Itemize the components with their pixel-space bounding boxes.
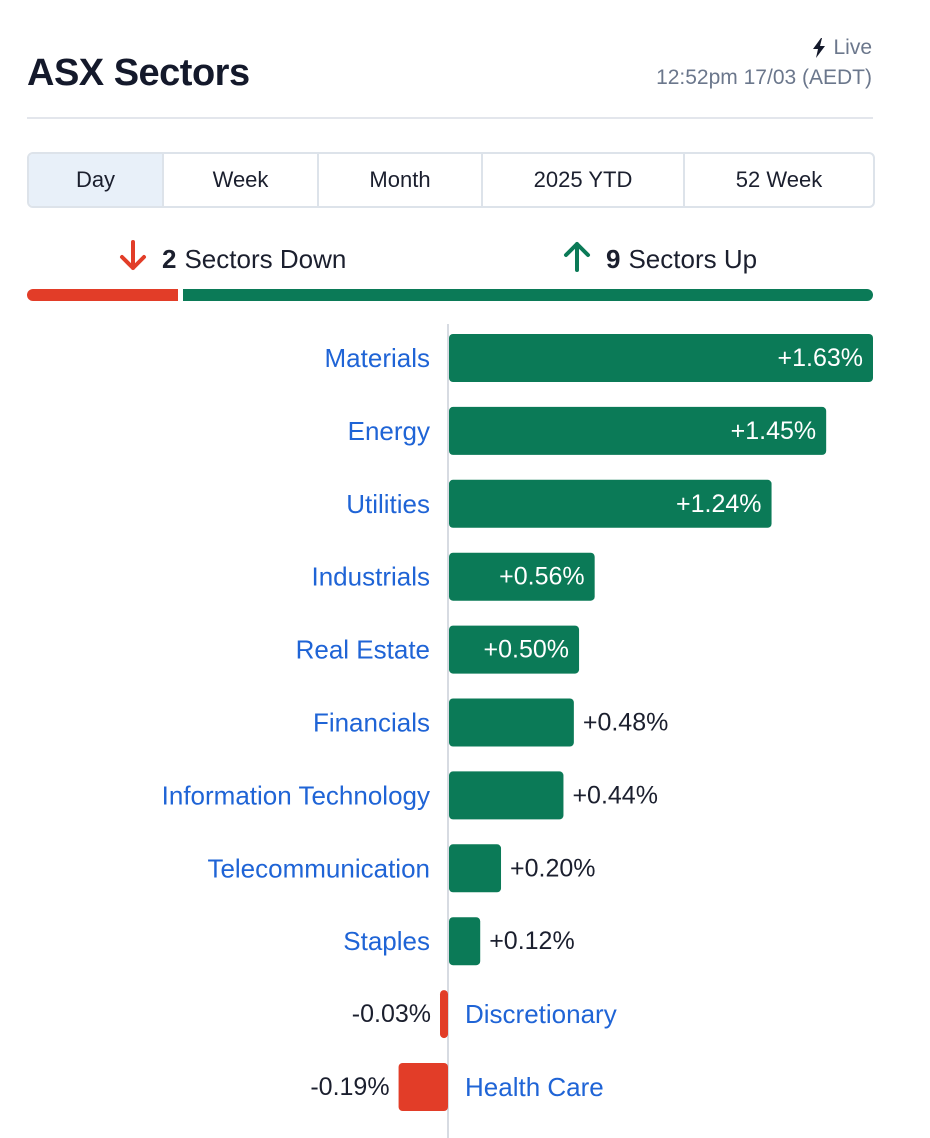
tab-week[interactable]: Week <box>164 154 319 206</box>
breadth-bar-down <box>27 289 178 301</box>
value-label: -0.19% <box>310 1073 389 1101</box>
sectors-down-count: 2 <box>162 244 177 274</box>
bar-telecommunication[interactable] <box>449 844 502 893</box>
value-label: +0.20% <box>510 854 596 882</box>
arrow-up-icon <box>562 240 606 279</box>
bar-utilities[interactable] <box>449 479 772 528</box>
sectors-up-count: 9 <box>606 244 621 274</box>
bar-staples[interactable] <box>449 917 481 966</box>
sectors-down-summary: 2 Sectors Down <box>118 240 346 279</box>
bar-information-technology[interactable] <box>449 771 564 820</box>
bar-discretionary[interactable] <box>440 990 448 1039</box>
sectors-up-label: Sectors Up <box>628 244 758 274</box>
category-label[interactable]: Health Care <box>465 1072 604 1102</box>
tab-52-week[interactable]: 52 Week <box>735 167 823 192</box>
category-label[interactable]: Materials <box>325 343 430 373</box>
value-label: +0.12% <box>489 927 575 955</box>
category-label[interactable]: Real Estate <box>296 635 430 665</box>
category-label[interactable]: Staples <box>343 926 430 956</box>
bar-financials[interactable] <box>449 698 574 747</box>
header-divider <box>27 117 873 119</box>
value-label: +1.45% <box>731 417 817 445</box>
value-label: -0.03% <box>352 1000 431 1028</box>
bar-energy[interactable] <box>449 406 827 455</box>
value-label: +0.56% <box>499 563 585 591</box>
lightning-bolt-icon <box>811 38 827 58</box>
live-label: Live <box>833 36 872 59</box>
sector-performance-chart: Materials +1.63% Energy +1.45% Utilities +1.2… <box>162 324 873 1138</box>
value-label: +0.44% <box>572 781 658 809</box>
sectors-up-summary: 9 Sectors Up <box>562 240 757 279</box>
category-label[interactable]: Financials <box>313 708 430 738</box>
live-indicator: Live <box>811 36 872 60</box>
value-label: +1.63% <box>778 344 864 372</box>
period-tabs: Day Week Month 2025 YTD 52 Week <box>27 152 875 208</box>
category-label[interactable]: Industrials <box>312 562 431 592</box>
bar-industrials[interactable] <box>449 552 595 601</box>
breadth-bar-up <box>183 289 873 301</box>
category-label[interactable]: Utilities <box>346 489 430 519</box>
bar-health-care[interactable] <box>398 1063 448 1111</box>
page-title: ASX Sectors <box>27 52 250 94</box>
tab-day[interactable]: Day <box>29 154 164 206</box>
category-label[interactable]: Discretionary <box>465 999 617 1029</box>
value-label: +0.48% <box>583 709 669 737</box>
arrow-down-icon <box>118 240 162 279</box>
sectors-down-label: Sectors Down <box>184 244 347 274</box>
value-label: +1.24% <box>676 490 762 518</box>
bar-materials[interactable] <box>449 334 873 382</box>
tab-month[interactable]: Month <box>319 154 483 206</box>
category-label[interactable]: Energy <box>348 416 430 446</box>
tab-2025-ytd[interactable]: 2025 YTD <box>483 154 685 206</box>
category-label[interactable]: Telecommunication <box>207 853 430 883</box>
category-label[interactable]: Information Technology <box>162 780 430 810</box>
bar-real-estate[interactable] <box>449 625 580 674</box>
value-label: +0.50% <box>484 636 570 664</box>
timestamp: 12:52pm 17/03 (AEDT) <box>656 66 872 89</box>
